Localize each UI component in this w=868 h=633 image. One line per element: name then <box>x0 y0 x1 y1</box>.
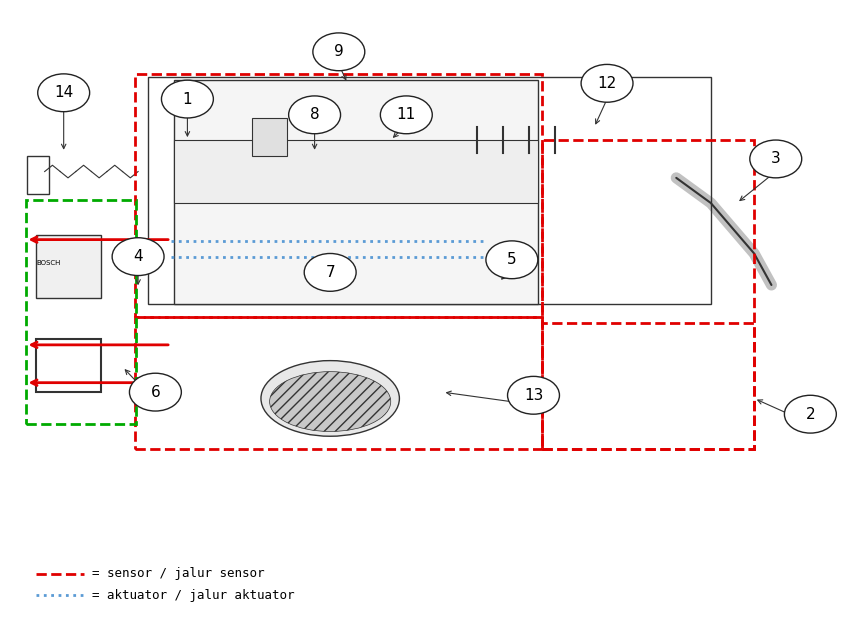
Circle shape <box>112 238 164 275</box>
Text: 5: 5 <box>507 253 516 267</box>
Circle shape <box>508 377 560 414</box>
Bar <box>26 200 136 423</box>
Circle shape <box>129 373 181 411</box>
Circle shape <box>750 140 802 178</box>
Text: 13: 13 <box>523 388 543 403</box>
Circle shape <box>581 65 633 102</box>
Text: 1: 1 <box>182 92 192 106</box>
Circle shape <box>304 253 356 291</box>
Text: = aktuator / jalur aktuator: = aktuator / jalur aktuator <box>92 589 295 601</box>
Text: 9: 9 <box>334 44 344 60</box>
Bar <box>542 323 754 449</box>
Circle shape <box>161 80 214 118</box>
Circle shape <box>289 96 340 134</box>
Text: 4: 4 <box>134 249 143 264</box>
Text: = sensor / jalur sensor: = sensor / jalur sensor <box>92 567 265 580</box>
Text: 14: 14 <box>54 85 73 100</box>
Text: 8: 8 <box>310 108 319 122</box>
Ellipse shape <box>270 372 391 432</box>
Circle shape <box>486 241 538 279</box>
Bar <box>36 235 101 298</box>
Circle shape <box>785 395 837 433</box>
Text: 3: 3 <box>771 151 780 166</box>
Bar <box>28 156 49 194</box>
Text: 6: 6 <box>150 385 161 399</box>
Bar <box>174 140 538 203</box>
Text: 2: 2 <box>806 406 815 422</box>
Bar <box>135 74 542 316</box>
Ellipse shape <box>261 361 399 436</box>
Bar <box>542 140 754 449</box>
Circle shape <box>380 96 432 134</box>
Text: BOSCH: BOSCH <box>36 260 61 266</box>
Circle shape <box>312 33 365 71</box>
Text: 12: 12 <box>597 76 616 91</box>
Bar <box>174 80 538 304</box>
Bar <box>135 316 542 449</box>
Text: 7: 7 <box>326 265 335 280</box>
Circle shape <box>37 74 89 111</box>
Text: 11: 11 <box>397 108 416 122</box>
Bar <box>253 118 287 156</box>
Bar <box>36 339 101 392</box>
